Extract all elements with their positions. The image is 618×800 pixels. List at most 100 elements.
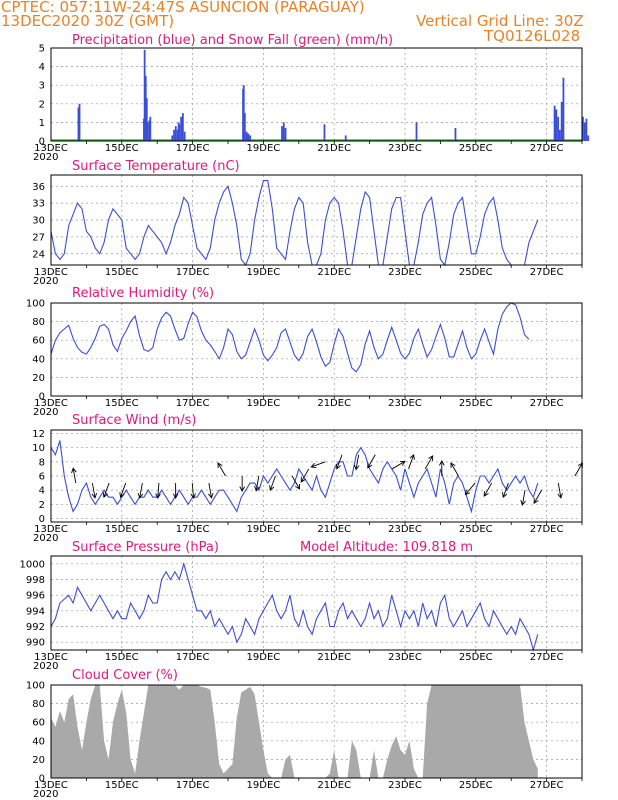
series-line xyxy=(50,561,539,653)
y-tick-label: 8 xyxy=(39,457,45,468)
wind-arrow-head xyxy=(269,485,275,491)
x-tick-label: 25DEC xyxy=(459,780,493,791)
wind-arrow xyxy=(483,482,493,497)
wind-arrow-head xyxy=(502,492,508,499)
wind-arrow-head xyxy=(217,462,223,469)
series-line xyxy=(50,440,539,514)
wind-arrow-shaft xyxy=(336,454,343,470)
x-tick-label: 25DEC xyxy=(459,267,493,278)
precip-bar xyxy=(145,98,148,141)
wind-arrow xyxy=(91,482,98,499)
wind-arrow-shaft xyxy=(367,454,376,468)
wind-arrow-head xyxy=(483,491,489,497)
wind-arrow-shaft xyxy=(483,482,493,497)
y-tick-label: 0 xyxy=(39,137,45,148)
precip-bar xyxy=(180,116,183,141)
wind-arrow xyxy=(335,454,343,470)
x-tick-label: 19DEC xyxy=(247,652,281,663)
y-tick-label: 80 xyxy=(32,317,45,328)
x-tick-label: 13DEC xyxy=(34,652,68,663)
wind-arrow xyxy=(217,462,226,477)
y-tick-label: 100 xyxy=(26,299,45,310)
wind-arrow-head xyxy=(367,462,373,469)
header-grid-note: Vertical Grid Line: 30Z xyxy=(416,12,584,30)
precip-bar xyxy=(560,101,563,141)
y-tick-label: 992 xyxy=(26,622,45,633)
wind-arrow-shaft xyxy=(103,482,110,498)
precip-bar xyxy=(173,129,175,141)
wind-arrow-head xyxy=(310,462,317,469)
x-tick-label: 19DEC xyxy=(247,524,281,535)
panel-title: Precipitation (blue) and Snow Fall (gree… xyxy=(72,33,393,48)
wind-arrow-head xyxy=(239,486,245,492)
wind-arrow xyxy=(239,476,245,492)
precip-bar xyxy=(587,135,590,141)
x-tick-label: 15DEC xyxy=(105,780,139,791)
precip-bar xyxy=(143,49,146,141)
year-label: 2020 xyxy=(33,533,58,544)
wind-arrow-shaft xyxy=(391,461,406,470)
y-tick-label: 2 xyxy=(39,500,45,511)
y-tick-label: 40 xyxy=(32,354,45,365)
panel-title: Surface Wind (m/s) xyxy=(72,413,196,428)
wind-arrow xyxy=(102,482,110,499)
year-label: 2020 xyxy=(33,789,58,800)
precip-bar xyxy=(243,113,246,141)
wind-arrow xyxy=(520,490,526,506)
precip-bar xyxy=(247,133,250,141)
wind-arrow-head xyxy=(254,485,260,492)
x-tick-label: 21DEC xyxy=(317,652,351,663)
wind-arrow-shaft xyxy=(291,475,300,490)
wind-arrow-head xyxy=(155,493,161,499)
x-tick-label: 17DEC xyxy=(176,143,210,154)
wind-arrow-shaft xyxy=(208,482,212,498)
x-tick-label: 17DEC xyxy=(176,524,210,535)
precip-bar xyxy=(284,127,287,141)
y-tick-label: 4 xyxy=(39,486,45,497)
x-tick-label: 19DEC xyxy=(247,267,281,278)
wind-arrow-shaft xyxy=(424,455,434,470)
y-tick-label: 4 xyxy=(39,62,45,73)
year-label: 2020 xyxy=(33,152,58,163)
x-tick-label: 13DEC xyxy=(34,267,68,278)
wind-arrow-head xyxy=(102,492,108,499)
wind-arrow-shaft xyxy=(408,454,415,470)
y-tick-label: 1000 xyxy=(20,559,45,570)
x-tick-label: 19DEC xyxy=(247,398,281,409)
x-tick-label: 15DEC xyxy=(105,143,139,154)
y-tick-label: 5 xyxy=(39,44,45,55)
wind-arrow-shaft xyxy=(311,461,326,468)
x-tick-label: 21DEC xyxy=(317,398,351,409)
x-tick-label: 27DEC xyxy=(530,143,564,154)
x-tick-label: 13DEC xyxy=(34,524,68,535)
wind-arrow-head xyxy=(409,453,415,460)
panel-title: Relative Humidity (%) xyxy=(72,286,214,301)
precip-bar xyxy=(553,105,556,141)
y-tick-label: 996 xyxy=(26,591,45,602)
wind-arrow-shaft xyxy=(72,468,77,484)
y-tick-label: 20 xyxy=(32,755,45,766)
panel-5: 0 20 40 60 80 100 13DEC 15DEC 17DEC 19DEC 21DEC 23D… xyxy=(26,668,583,800)
y-tick-label: 60 xyxy=(32,718,45,729)
wind-arrow xyxy=(254,475,260,492)
x-tick-label: 23DEC xyxy=(388,652,422,663)
wind-arrow-head xyxy=(520,500,526,506)
precip-bar xyxy=(176,129,179,141)
x-tick-label: 13DEC xyxy=(34,398,68,409)
panel-4: 990 992 994 996 998 1000 13DEC 15DEC 17DEC 19DEC 2… xyxy=(20,540,583,672)
y-tick-label: 10 xyxy=(32,443,45,454)
y-tick-label: 30 xyxy=(32,216,45,227)
wind-arrow-head xyxy=(464,489,471,496)
x-tick-label: 27DEC xyxy=(530,524,564,535)
wind-arrow xyxy=(291,475,301,490)
wind-arrow xyxy=(367,454,376,469)
panel-frame xyxy=(50,555,583,651)
precip-bar xyxy=(415,122,418,141)
x-tick-label: 17DEC xyxy=(176,652,210,663)
wind-arrow-head xyxy=(335,463,341,470)
wind-arrow-head xyxy=(71,467,77,474)
x-tick-label: 27DEC xyxy=(530,398,564,409)
wind-arrow xyxy=(574,462,583,477)
x-tick-label: 23DEC xyxy=(388,143,422,154)
wind-arrow-head xyxy=(172,493,179,500)
